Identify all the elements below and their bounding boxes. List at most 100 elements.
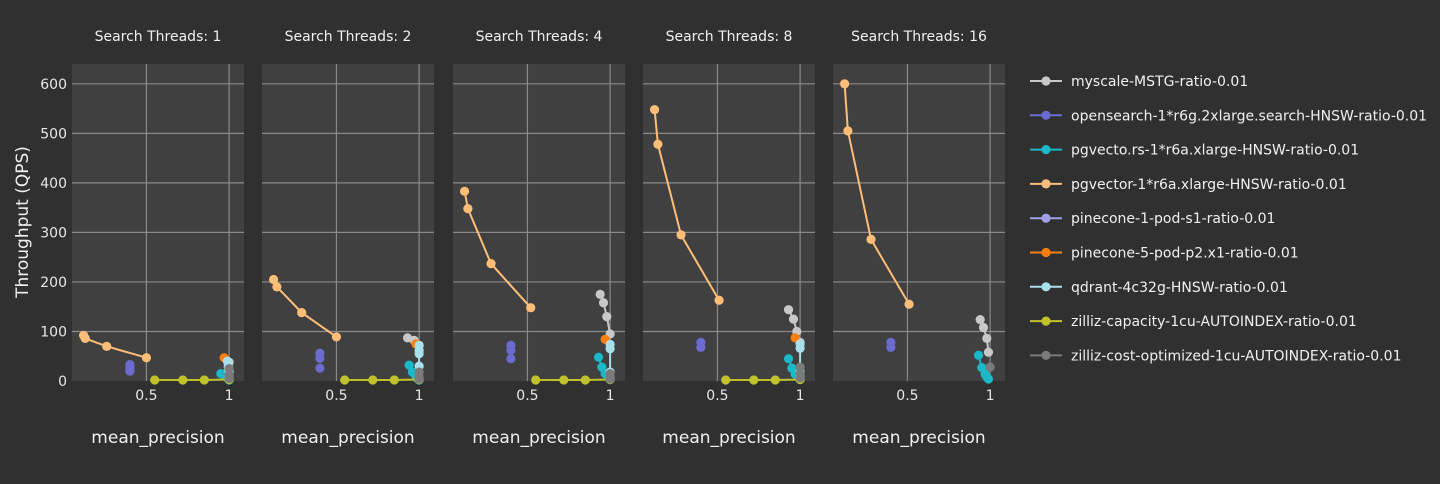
x-axis-title: mean_precision [472, 428, 605, 448]
data-point [904, 299, 914, 309]
legend-item[interactable]: qdrant-4c32g-HNSW-ratio-0.01 [1030, 280, 1288, 296]
data-point [696, 342, 706, 352]
data-point [886, 342, 896, 352]
data-point [975, 314, 985, 325]
series-zilliz-cost-optimized-1cu-AUTOINDEX-ratio-0.01 [414, 367, 424, 384]
data-point [978, 322, 989, 333]
series-line [725, 378, 801, 381]
data-point [783, 354, 794, 364]
x-tick-label: 0.5 [516, 388, 538, 404]
panel-5: Search Threads: 16 0.5 1 mean_precision [833, 29, 1005, 448]
x-axis-title: mean_precision [852, 428, 985, 448]
panel-title: Search Threads: 1 [95, 29, 222, 45]
x-tick-label: 0.5 [325, 388, 347, 404]
data-point [795, 343, 805, 353]
plot-area [453, 64, 625, 381]
data-point [414, 374, 424, 384]
legend-item[interactable]: pgvector-1*r6a.xlarge-HNSW-ratio-0.01 [1030, 177, 1347, 193]
data-point [340, 375, 350, 385]
legend-swatch-marker [1041, 282, 1051, 292]
series-line [843, 83, 910, 305]
panel-1: Search Threads: 1 0.5 1 mean_precision [72, 29, 244, 448]
legend-item[interactable]: pinecone-1-pod-s1-ratio-0.01 [1030, 211, 1275, 227]
data-point [593, 352, 604, 362]
data-point [141, 353, 152, 363]
series-myscale-MSTG-ratio-0.01 [975, 314, 994, 357]
legend-label: pgvecto.rs-1*r6a.xlarge-HNSW-ratio-0.01 [1071, 143, 1359, 159]
data-point [559, 375, 569, 385]
series-zilliz-cost-optimized-1cu-AUTOINDEX-ratio-0.01 [224, 364, 234, 384]
plot-area [833, 64, 1005, 381]
legend-item[interactable]: opensearch-1*r6g.2xlarge.search-HNSW-rat… [1030, 108, 1427, 124]
data-point [973, 350, 984, 360]
series-line [463, 191, 532, 309]
x-tick-label: 1 [225, 388, 234, 404]
series-zilliz-cost-optimized-1cu-AUTOINDEX-ratio-0.01 [795, 362, 805, 383]
data-point [649, 104, 660, 115]
y-tick-label: 0 [58, 374, 67, 390]
legend-item[interactable]: zilliz-capacity-1cu-AUTOINDEX-ratio-0.01 [1030, 314, 1357, 330]
data-point [839, 79, 850, 89]
legend-item[interactable]: zilliz-cost-optimized-1cu-AUTOINDEX-rati… [1030, 348, 1401, 364]
x-axis-title: mean_precision [91, 428, 224, 448]
data-point [315, 353, 325, 363]
y-tick-label: 400 [40, 176, 67, 192]
data-point [389, 375, 399, 385]
data-point [404, 360, 414, 370]
series-line [535, 378, 611, 381]
y-tick-label: 200 [40, 275, 67, 291]
panel-2: Search Threads: 2 0.5 1 mean_precision [262, 29, 434, 448]
legend-label: qdrant-4c32g-HNSW-ratio-0.01 [1071, 280, 1288, 296]
series-pgvector-1*r6a.xlarge-HNSW-ratio-0.01 [839, 79, 914, 309]
plot-area [72, 64, 244, 381]
panel-title: Search Threads: 4 [476, 29, 603, 45]
data-point [178, 375, 188, 385]
legend-swatch-marker [1041, 350, 1051, 360]
data-point [653, 139, 663, 149]
legend-label: opensearch-1*r6g.2xlarge.search-HNSW-rat… [1071, 108, 1427, 124]
data-point [224, 364, 234, 374]
x-tick-label: 1 [986, 388, 995, 404]
data-point [102, 341, 112, 351]
series-pgvector-1*r6a.xlarge-HNSW-ratio-0.01 [649, 104, 724, 305]
panel-title: Search Threads: 2 [285, 29, 412, 45]
series-zilliz-cost-optimized-1cu-AUTOINDEX-ratio-0.01 [985, 362, 995, 372]
series-line [344, 378, 420, 381]
plot-area [643, 64, 815, 381]
series-line [653, 109, 720, 301]
data-point [795, 373, 805, 383]
data-point [985, 362, 995, 372]
legend-label: pinecone-5-pod-p2.x1-ratio-0.01 [1071, 246, 1299, 262]
plot-area [262, 64, 434, 381]
legend-swatch-marker [1041, 247, 1051, 258]
y-tick-label: 100 [40, 324, 67, 340]
data-point [721, 375, 731, 385]
data-point [268, 274, 279, 285]
data-point [531, 375, 541, 385]
data-point [983, 347, 994, 357]
data-point [749, 375, 759, 385]
x-axis-title: mean_precision [662, 428, 795, 448]
series-line [154, 378, 230, 381]
data-point [297, 308, 307, 318]
data-point [486, 259, 496, 269]
legend-item[interactable]: myscale-MSTG-ratio-0.01 [1030, 74, 1248, 90]
series-opensearch-1*r6g.2xlarge.search-HNSW-ratio-0.01 [315, 348, 325, 373]
data-point [150, 375, 160, 385]
data-point [788, 314, 799, 324]
legend-item[interactable]: pgvecto.rs-1*r6a.xlarge-HNSW-ratio-0.01 [1030, 143, 1359, 159]
panel-title: Search Threads: 16 [851, 29, 987, 45]
data-point [783, 305, 794, 315]
data-point [770, 375, 780, 385]
series-zilliz-cost-optimized-1cu-AUTOINDEX-ratio-0.01 [605, 368, 615, 384]
series-opensearch-1*r6g.2xlarge.search-HNSW-ratio-0.01 [886, 337, 896, 352]
x-tick-label: 0.5 [135, 388, 157, 404]
data-point [605, 344, 615, 354]
data-point [506, 354, 516, 364]
panel-4: Search Threads: 8 0.5 1 mean_precision [643, 29, 815, 448]
legend-swatch-marker [1041, 76, 1051, 86]
data-point [506, 345, 516, 355]
legend-item[interactable]: pinecone-5-pod-p2.x1-ratio-0.01 [1030, 246, 1299, 262]
series-opensearch-1*r6g.2xlarge.search-HNSW-ratio-0.01 [696, 337, 706, 352]
x-axis-title: mean_precision [281, 428, 414, 448]
